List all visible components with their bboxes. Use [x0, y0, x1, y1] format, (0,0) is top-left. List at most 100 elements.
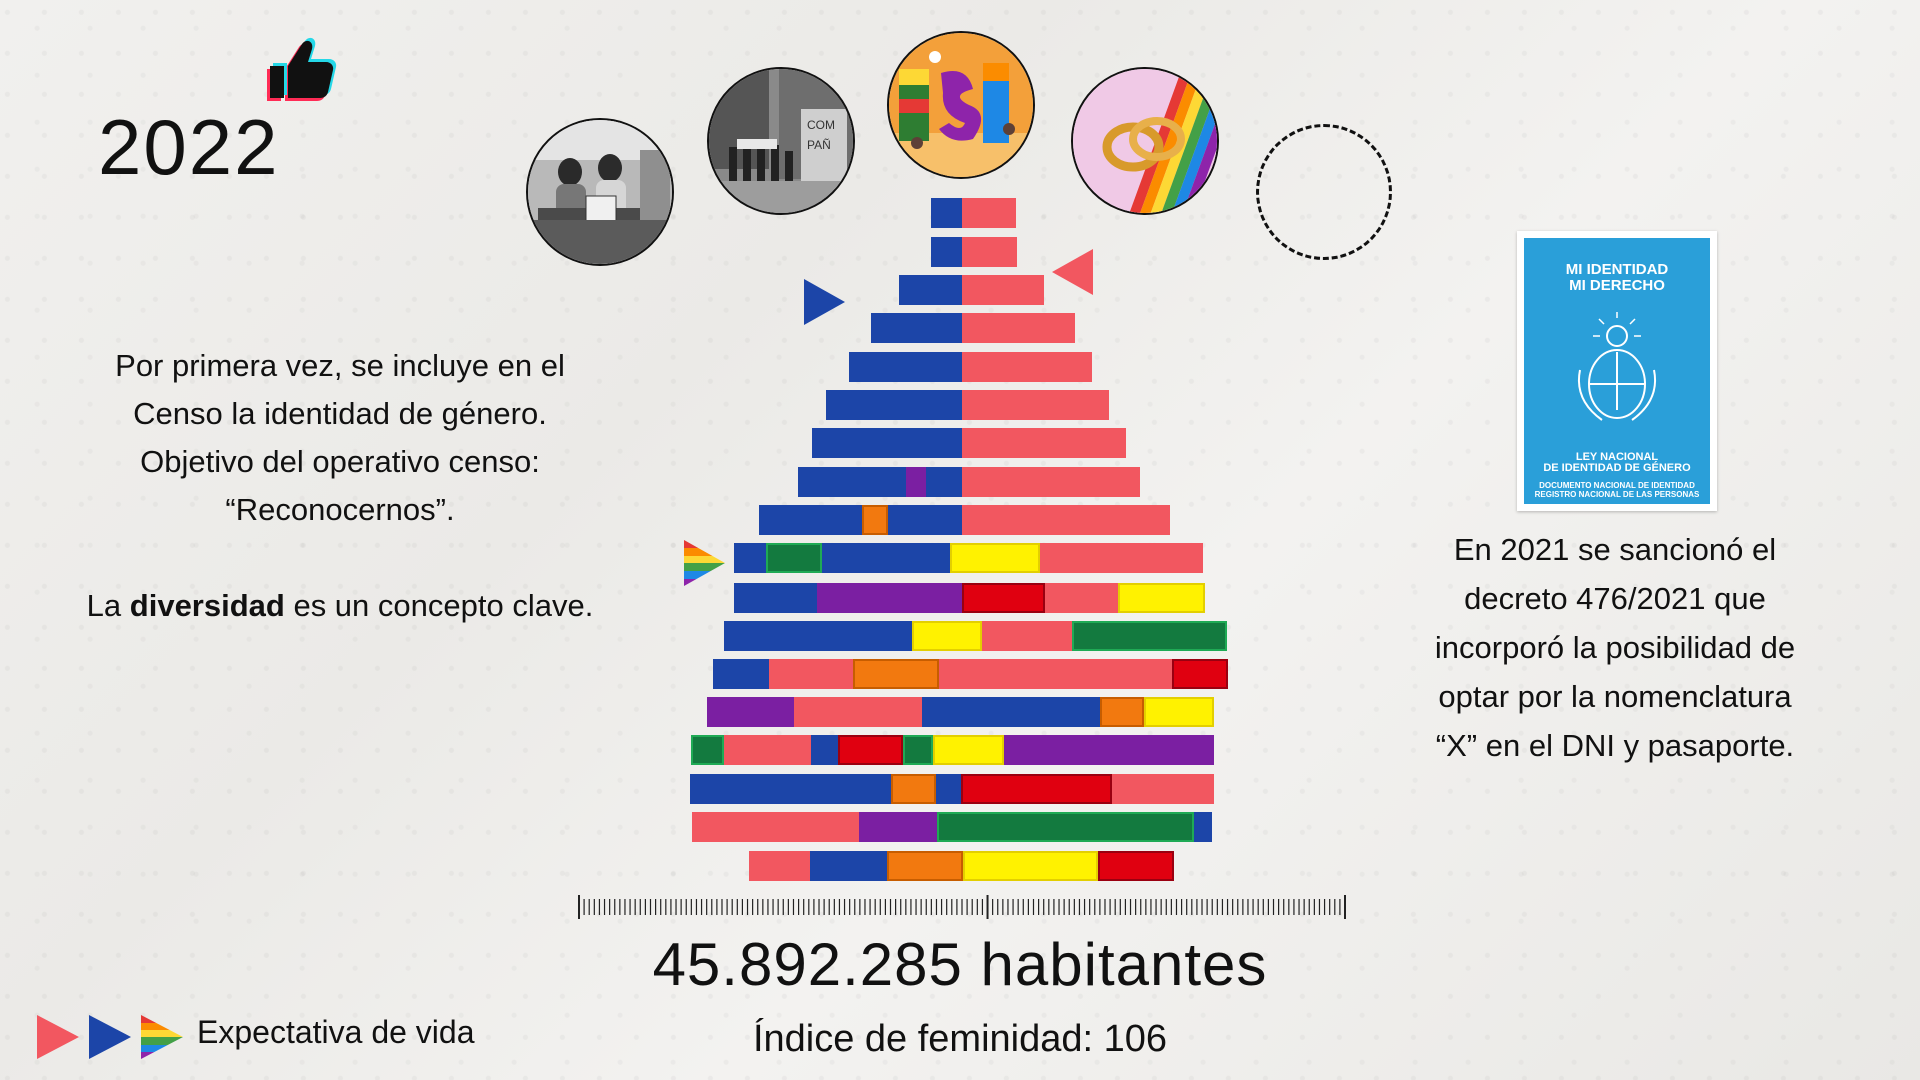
- pyramid-segment: [853, 659, 939, 689]
- booklet-sub-2: REGISTRO NACIONAL DE LAS PERSONAS: [1534, 490, 1700, 499]
- pyramid-segment: [724, 621, 912, 651]
- left-line-3: Objetivo del operativo censo:: [140, 444, 540, 479]
- pyramid-segment: [903, 735, 933, 765]
- population-pyramid: [680, 190, 1240, 890]
- pyramid-segment: [939, 659, 1172, 689]
- argentina-seal-icon: [1578, 312, 1656, 421]
- rainbow-triangle-icon: [684, 540, 725, 586]
- pyramid-segment: [862, 505, 888, 535]
- right-description: En 2021 se sancionó el decreto 476/2021 …: [1380, 525, 1850, 770]
- pyramid-segment: [962, 198, 1016, 228]
- empty-photo-placeholder: [1256, 124, 1392, 260]
- booklet-sub-1: DOCUMENTO NACIONAL DE IDENTIDAD: [1539, 481, 1695, 490]
- diversity-keyword: diversidad: [129, 588, 285, 623]
- pyramid-segment: [838, 735, 903, 765]
- ruler-scale: [578, 895, 1346, 919]
- pyramid-segment: [724, 735, 811, 765]
- pyramid-segment: [810, 851, 887, 881]
- pyramid-segment: [1100, 697, 1144, 727]
- year-title: 2022: [98, 103, 280, 191]
- booklet-law-1: LEY NACIONAL: [1575, 451, 1659, 463]
- legend-rainbow-triangle-icon: [141, 1015, 183, 1059]
- svg-text:COM: COM: [807, 118, 835, 132]
- pyramid-segment: [798, 467, 906, 497]
- pyramid-segment: [931, 198, 962, 228]
- legend-red-triangle-icon: [37, 1015, 79, 1059]
- pyramid-segment: [822, 543, 950, 573]
- pyramid-segment: [812, 428, 962, 458]
- right-line-5: “X” en el DNI y pasaporte.: [1435, 728, 1795, 763]
- thumbs-up-icon: [267, 37, 337, 101]
- pyramid-segment: [734, 583, 817, 613]
- right-line-1: En 2021 se sancionó el: [1453, 532, 1777, 567]
- pyramid-segment: [1144, 697, 1214, 727]
- femininity-index: Índice de feminidad: 106: [752, 1018, 1168, 1060]
- left-line-4: “Reconocernos”.: [225, 492, 455, 527]
- pyramid-segment: [891, 774, 936, 804]
- pyramid-segment: [936, 774, 961, 804]
- pyramid-segment: [871, 313, 962, 343]
- pyramid-segment: [962, 390, 1109, 420]
- pyramid-segment: [887, 851, 963, 881]
- pyramid-segment: [690, 774, 891, 804]
- pyramid-segment: [817, 583, 962, 613]
- pyramid-segment: [859, 812, 937, 842]
- pyramid-segment: [961, 774, 1112, 804]
- right-line-3: incorporó la posibilidad de: [1434, 630, 1796, 665]
- pyramid-segment: [749, 851, 810, 881]
- pyramid-segment: [1072, 621, 1227, 651]
- play-triangle-blue-icon: [804, 279, 845, 325]
- pyramid-segment: [1004, 735, 1214, 765]
- left-line-2: Censo la identidad de género.: [133, 396, 547, 431]
- booklet-title-2: MI DERECHO: [1569, 277, 1665, 294]
- booklet-law-2: DE IDENTIDAD DE GÉNERO: [1543, 462, 1691, 474]
- pyramid-segment: [962, 275, 1044, 305]
- pyramid-segment: [691, 735, 724, 765]
- pyramid-segment: [1118, 583, 1205, 613]
- pyramid-segment: [933, 735, 1004, 765]
- pyramid-segment: [906, 467, 926, 497]
- pyramid-segment: [713, 659, 769, 689]
- pyramid-segment: [888, 505, 962, 535]
- pyramid-segment: [1098, 851, 1174, 881]
- pyramid-segment: [962, 583, 1045, 613]
- booklet-title-1: MI IDENTIDAD: [1565, 261, 1669, 278]
- pyramid-segment: [766, 543, 822, 573]
- pyramid-segment: [734, 543, 766, 573]
- right-line-4: optar por la nomenclatura: [1438, 679, 1792, 714]
- pyramid-segment: [826, 390, 962, 420]
- pyramid-segment: [1194, 812, 1212, 842]
- photo-women-voting: [526, 118, 674, 266]
- pyramid-segment: [962, 352, 1092, 382]
- legend-label: Expectativa de vida: [197, 1014, 475, 1050]
- pyramid-segment: [912, 621, 982, 651]
- population-total: 45.892.285 habitantes: [652, 931, 1268, 998]
- pyramid-segment: [962, 237, 1017, 267]
- pyramid-segment: [759, 505, 862, 535]
- pyramid-segment: [899, 275, 962, 305]
- legend-triangles: [37, 1015, 183, 1059]
- left-line-1: Por primera vez, se incluye en el: [115, 348, 565, 383]
- pyramid-segment: [769, 659, 853, 689]
- svg-text:PAÑ: PAÑ: [807, 138, 831, 152]
- pyramid-segment: [794, 697, 922, 727]
- pyramid-segment: [1172, 659, 1228, 689]
- pyramid-segment: [1045, 583, 1118, 613]
- photo-esi-letters: [887, 31, 1035, 179]
- pyramid-segment: [937, 812, 1194, 842]
- pyramid-segment: [926, 467, 962, 497]
- right-line-2: decreto 476/2021 que: [1464, 581, 1766, 616]
- pyramid-segment: [931, 237, 962, 267]
- pyramid-segment: [1040, 543, 1203, 573]
- pyramid-segment: [963, 851, 1098, 881]
- pyramid-segment: [811, 735, 838, 765]
- play-triangle-red-icon: [1052, 249, 1093, 295]
- pyramid-segment: [962, 428, 1126, 458]
- pyramid-segment: [962, 505, 1170, 535]
- pyramid-segment: [962, 467, 1140, 497]
- pyramid-segment: [692, 812, 859, 842]
- pyramid-segment: [1112, 774, 1214, 804]
- pyramid-segment: [962, 313, 1075, 343]
- pyramid-segment: [922, 697, 1100, 727]
- dni-booklet-image: MI IDENTIDAD MI DERECHO LEY NACIONAL DE ID…: [1517, 231, 1717, 511]
